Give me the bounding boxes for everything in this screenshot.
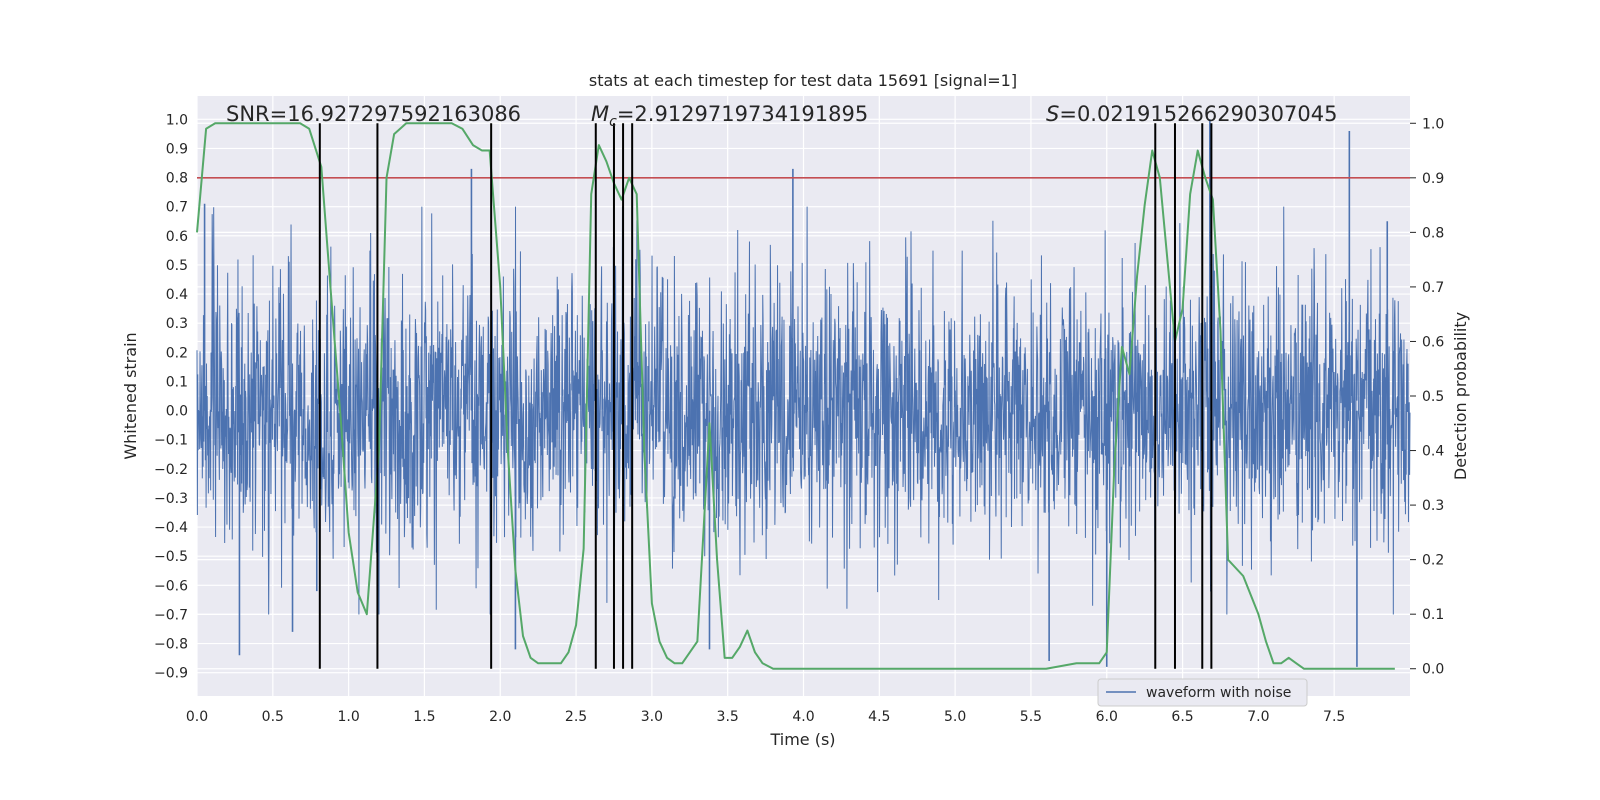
y-tick-label-right: 0.3	[1422, 498, 1444, 514]
y-tick-label-left: 0.2	[166, 345, 188, 361]
snr-annotation: SNR=16.927297592163086	[226, 102, 521, 126]
y-tick-label-right: 1.0	[1422, 116, 1444, 132]
x-tick-label: 7.5	[1323, 709, 1345, 725]
y-tick-label-left: −0.4	[154, 520, 188, 536]
waveform-line	[196, 206, 1411, 615]
y-axis-label-left: Whitened strain	[121, 332, 140, 459]
s-value: =0.021915266290307045	[1059, 102, 1337, 126]
y-axis-label-right: Detection probability	[1451, 312, 1470, 480]
y-tick-label-left: −0.1	[154, 433, 188, 449]
legend-box	[1097, 678, 1308, 707]
event-markers	[318, 123, 1213, 669]
waveform-series	[196, 119, 1411, 667]
y-tick-label-left: −0.5	[154, 549, 188, 565]
x-tick-label: 4.5	[868, 709, 890, 725]
chirp-mass-annotation: Mc=2.9129719734191895	[591, 102, 868, 130]
x-ticks: 0.0 0.5 1.0 1.5 2.0 2.5 3.0 3.5 4.0 4.5 5.0 5.5 6.0 6…	[186, 709, 1345, 725]
x-axis-label: Time (s)	[769, 730, 835, 749]
y-tick-label-left: 0.7	[166, 200, 188, 216]
y-tick-label-left: 1.0	[166, 112, 188, 128]
y-tick-label-left: 0.3	[166, 316, 188, 332]
x-tick-label: 3.5	[717, 709, 739, 725]
x-tick-label: 1.0	[337, 709, 359, 725]
x-tick-label: 4.0	[792, 709, 814, 725]
chirp-mass-value: =2.9129719734191895	[617, 102, 868, 126]
s-symbol: S	[1046, 102, 1059, 126]
y-tick-label-left: 0.0	[166, 404, 188, 420]
legend: waveform with noise	[1097, 678, 1308, 707]
x-tick-label: 2.0	[489, 709, 511, 725]
x-tick-label: 3.0	[641, 709, 663, 725]
y-tick-label-left: 0.4	[166, 287, 188, 303]
chart-title: stats at each timestep for test data 156…	[589, 71, 1017, 90]
y-tick-label-right: 0.1	[1422, 607, 1444, 623]
y-ticks-right: 0.0 0.1 0.2 0.3 0.4 0.5 0.6 0.7 0.8 0.9 1.0	[1410, 116, 1444, 678]
x-tick-label: 6.5	[1171, 709, 1193, 725]
y-tick-label-right: 0.5	[1422, 389, 1444, 405]
x-tick-label: 5.0	[944, 709, 966, 725]
y-tick-label-right: 0.8	[1422, 225, 1444, 241]
chirp-mass-subscript: c	[609, 114, 617, 130]
y-tick-label-right: 0.9	[1422, 171, 1444, 187]
probability-series	[196, 122, 1395, 670]
y-tick-label-left: −0.3	[154, 491, 188, 507]
y-tick-label-right: 0.2	[1422, 553, 1444, 569]
x-tick-label: 7.0	[1247, 709, 1269, 725]
y-ticks-left: −0.9 −0.8 −0.7 −0.6 −0.5 −0.4 −0.3 −0.2 −0.1 0.0 0…	[154, 112, 188, 681]
legend-label: waveform with noise	[1146, 685, 1291, 701]
y-tick-label-left: −0.2	[154, 462, 188, 478]
y-tick-label-left: −0.7	[154, 607, 188, 623]
y-tick-label-right: 0.0	[1422, 662, 1444, 678]
y-tick-label-left: 0.9	[166, 141, 188, 157]
chirp-mass-symbol: M	[591, 102, 609, 126]
probability-line	[196, 122, 1395, 670]
y-tick-label-left: 0.1	[166, 374, 188, 390]
y-tick-label-left: −0.9	[154, 666, 188, 682]
y-tick-label-left: 0.6	[166, 229, 188, 245]
x-tick-label: 2.5	[565, 709, 587, 725]
x-tick-label: 0.0	[186, 709, 208, 725]
y-tick-label-left: −0.8	[154, 637, 188, 653]
x-tick-label: 0.5	[262, 709, 284, 725]
x-tick-label: 6.0	[1096, 709, 1118, 725]
y-tick-label-right: 0.4	[1422, 444, 1444, 460]
x-tick-label: 1.5	[413, 709, 435, 725]
y-tick-label-left: 0.5	[166, 258, 188, 274]
s-annotation: S=0.021915266290307045	[1046, 102, 1337, 126]
y-tick-label-left: −0.6	[154, 578, 188, 594]
x-tick-label: 5.5	[1020, 709, 1042, 725]
y-tick-label-left: 0.8	[166, 171, 188, 187]
y-tick-label-right: 0.7	[1422, 280, 1444, 296]
y-tick-label-right: 0.6	[1422, 334, 1444, 350]
